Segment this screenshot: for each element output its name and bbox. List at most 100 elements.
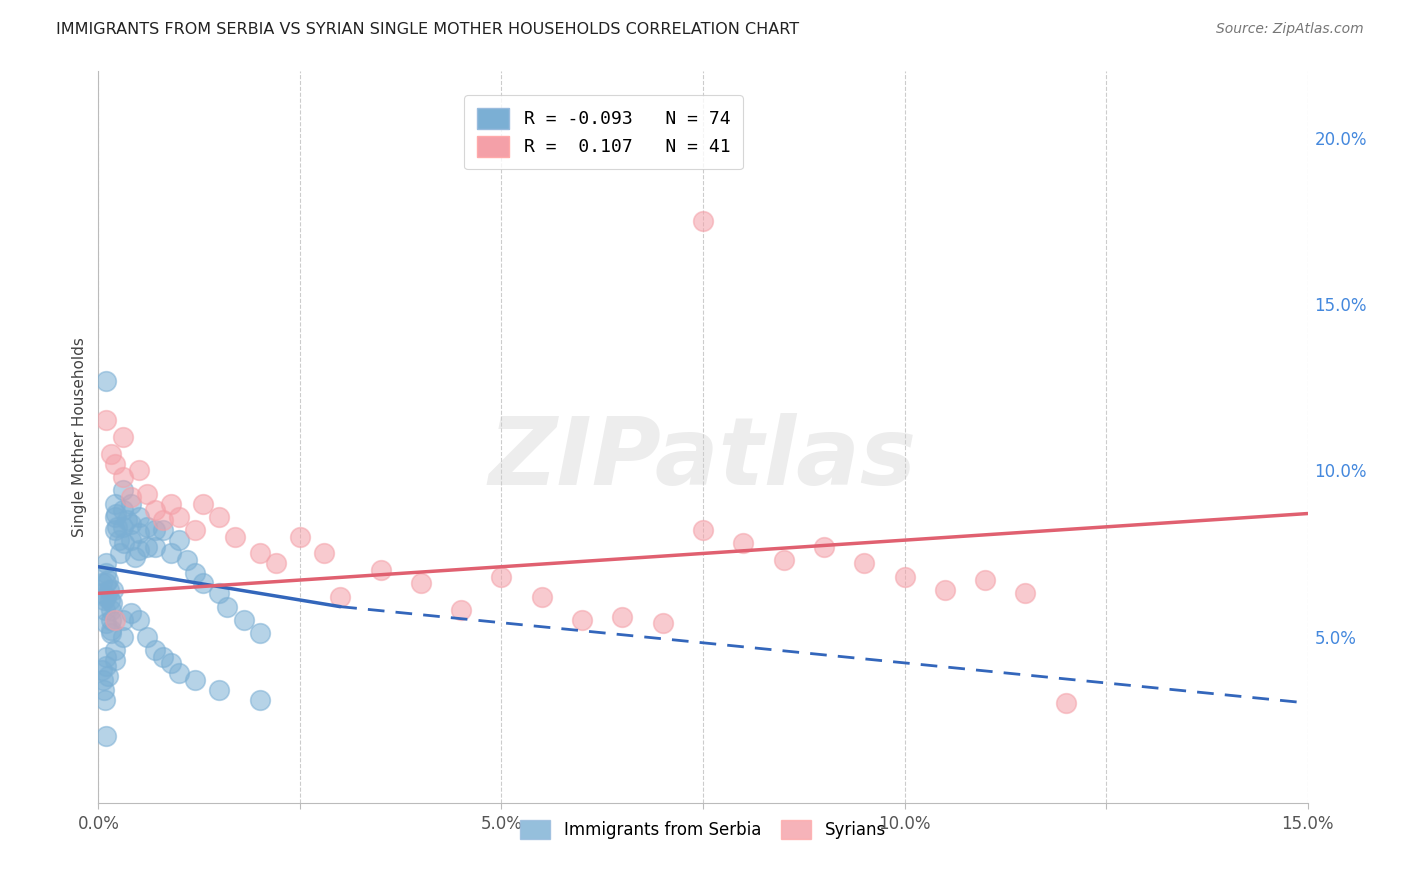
Point	[288, 530, 311, 544]
Point	[193, 576, 215, 591]
Point	[128, 526, 150, 541]
Point	[733, 536, 755, 550]
Point	[370, 563, 392, 577]
Point	[94, 616, 117, 631]
Point	[193, 497, 215, 511]
Point	[120, 490, 142, 504]
Point	[120, 516, 142, 531]
Point	[612, 609, 634, 624]
Point	[93, 593, 115, 607]
Point	[91, 673, 114, 687]
Point	[115, 513, 138, 527]
Point	[96, 557, 118, 571]
Point	[103, 643, 125, 657]
Point	[105, 507, 128, 521]
Point	[97, 573, 120, 587]
Point	[91, 586, 114, 600]
Text: ZIPatlas: ZIPatlas	[489, 413, 917, 505]
Point	[97, 669, 120, 683]
Point	[128, 543, 150, 558]
Point	[184, 566, 207, 581]
Point	[249, 546, 271, 560]
Point	[135, 520, 157, 534]
Point	[103, 497, 125, 511]
Point	[329, 590, 352, 604]
Point	[96, 413, 118, 427]
Point	[176, 553, 198, 567]
Point	[184, 673, 207, 687]
Point	[530, 590, 553, 604]
Point	[111, 483, 134, 498]
Point	[96, 659, 118, 673]
Point	[232, 613, 254, 627]
Point	[128, 613, 150, 627]
Point	[208, 586, 231, 600]
Point	[208, 509, 231, 524]
Point	[96, 649, 118, 664]
Point	[100, 613, 122, 627]
Legend: Immigrants from Serbia, Syrians: Immigrants from Serbia, Syrians	[513, 814, 893, 846]
Point	[103, 457, 125, 471]
Point	[249, 692, 271, 706]
Point	[264, 557, 287, 571]
Point	[98, 593, 121, 607]
Point	[97, 582, 120, 597]
Point	[96, 590, 118, 604]
Point	[128, 463, 150, 477]
Point	[103, 509, 125, 524]
Point	[160, 497, 183, 511]
Point	[143, 503, 166, 517]
Point	[160, 656, 183, 670]
Point	[772, 553, 794, 567]
Point	[160, 546, 183, 560]
Point	[105, 520, 128, 534]
Point	[124, 549, 146, 564]
Point	[135, 540, 157, 554]
Point	[120, 533, 142, 548]
Point	[101, 596, 124, 610]
Point	[103, 523, 125, 537]
Point	[112, 536, 135, 550]
Point	[314, 546, 336, 560]
Point	[91, 663, 114, 677]
Point	[96, 576, 118, 591]
Point	[143, 540, 166, 554]
Point	[135, 486, 157, 500]
Point	[893, 570, 915, 584]
Point	[111, 430, 134, 444]
Point	[167, 533, 190, 548]
Text: IMMIGRANTS FROM SERBIA VS SYRIAN SINGLE MOTHER HOUSEHOLDS CORRELATION CHART: IMMIGRANTS FROM SERBIA VS SYRIAN SINGLE …	[56, 22, 800, 37]
Point	[100, 603, 122, 617]
Point	[103, 653, 125, 667]
Point	[101, 582, 124, 597]
Point	[934, 582, 956, 597]
Point	[152, 523, 174, 537]
Point	[167, 666, 190, 681]
Point	[135, 630, 157, 644]
Point	[152, 513, 174, 527]
Point	[152, 649, 174, 664]
Point	[100, 623, 122, 637]
Point	[111, 520, 134, 534]
Text: Source: ZipAtlas.com: Source: ZipAtlas.com	[1216, 22, 1364, 37]
Point	[107, 533, 129, 548]
Point	[111, 630, 134, 644]
Point	[120, 607, 142, 621]
Point	[111, 613, 134, 627]
Point	[143, 523, 166, 537]
Point	[208, 682, 231, 697]
Point	[813, 540, 835, 554]
Point	[96, 729, 118, 743]
Y-axis label: Single Mother Households: Single Mother Households	[72, 337, 87, 537]
Point	[100, 447, 122, 461]
Point	[108, 546, 131, 560]
Point	[409, 576, 432, 591]
Point	[1014, 586, 1036, 600]
Point	[692, 214, 714, 228]
Point	[491, 570, 513, 584]
Point	[100, 626, 122, 640]
Point	[96, 566, 118, 581]
Point	[692, 523, 714, 537]
Point	[249, 626, 271, 640]
Point	[853, 557, 876, 571]
